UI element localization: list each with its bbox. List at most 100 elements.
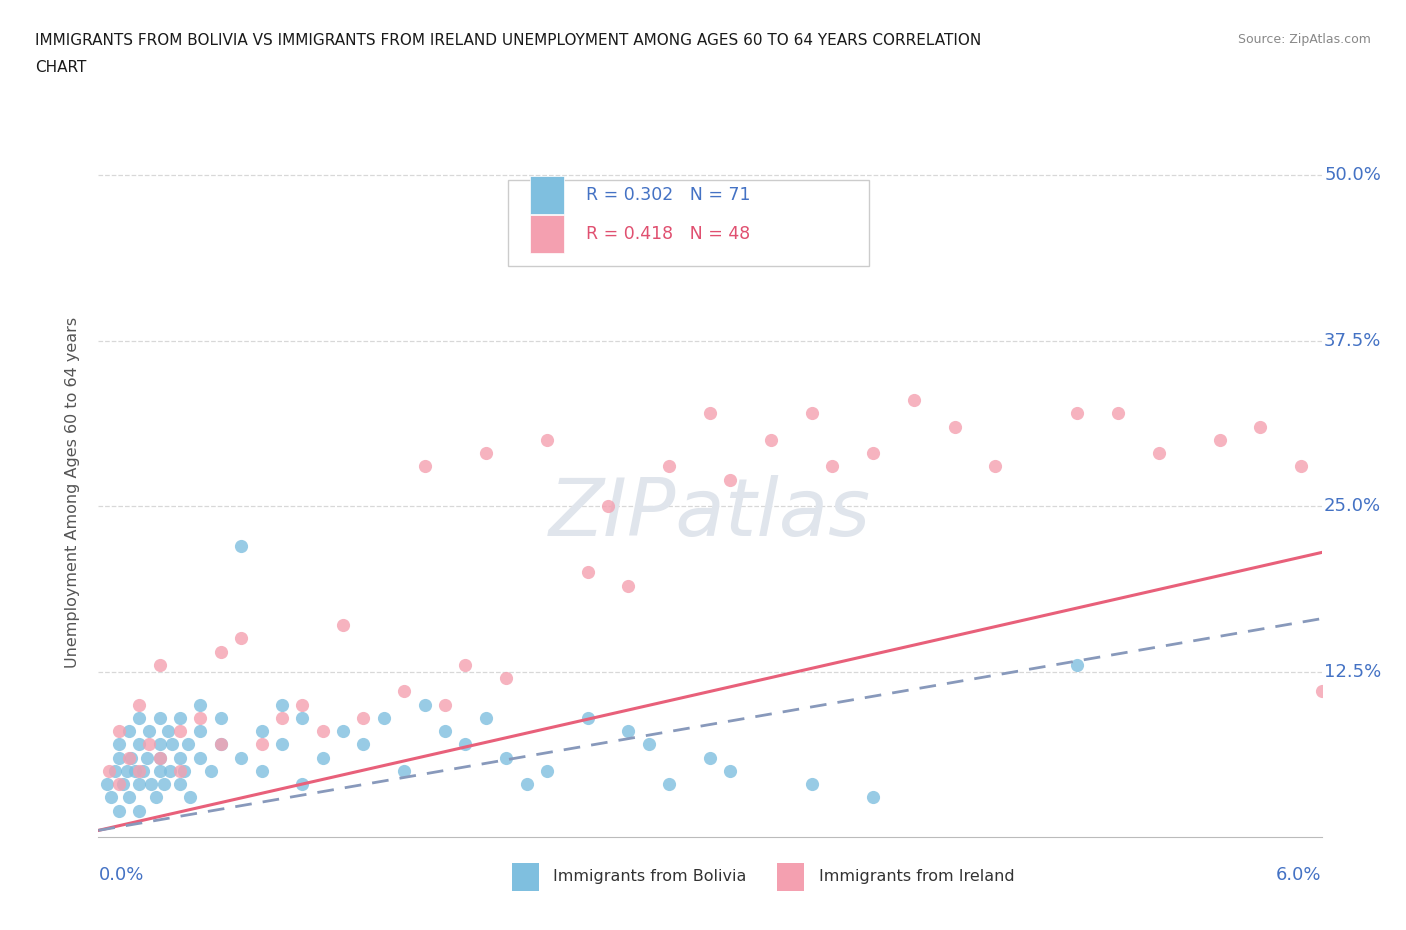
Point xyxy=(100,790,122,804)
Y-axis label: Unemployment Among Ages 60 to 64 years: Unemployment Among Ages 60 to 64 years xyxy=(65,317,80,669)
Point xyxy=(149,658,172,672)
Point xyxy=(1066,406,1088,421)
Point xyxy=(188,751,212,765)
Point xyxy=(149,751,172,765)
Point xyxy=(617,578,640,593)
Point xyxy=(169,724,191,738)
Point xyxy=(141,777,163,791)
Point xyxy=(128,698,150,712)
Text: Source: ZipAtlas.com: Source: ZipAtlas.com xyxy=(1237,33,1371,46)
Text: 25.0%: 25.0% xyxy=(1324,498,1381,515)
Text: Immigrants from Bolivia: Immigrants from Bolivia xyxy=(554,870,747,884)
Point xyxy=(1249,419,1271,434)
Point xyxy=(177,737,200,751)
Point xyxy=(474,711,498,725)
Point xyxy=(270,711,292,725)
Point xyxy=(128,764,150,778)
Point xyxy=(231,538,253,553)
Point xyxy=(413,698,436,712)
Point xyxy=(108,751,131,765)
Point xyxy=(291,698,314,712)
Point xyxy=(104,764,127,778)
Point xyxy=(108,737,131,751)
Point xyxy=(413,459,436,474)
Point xyxy=(373,711,395,725)
Point xyxy=(97,764,120,778)
Point xyxy=(801,406,824,421)
Point xyxy=(291,711,314,725)
Point xyxy=(943,419,966,434)
Point xyxy=(138,724,160,738)
Text: 37.5%: 37.5% xyxy=(1324,332,1382,350)
Point xyxy=(108,777,131,791)
Point xyxy=(311,751,335,765)
Point xyxy=(169,751,191,765)
Point xyxy=(128,804,150,818)
Text: Immigrants from Ireland: Immigrants from Ireland xyxy=(818,870,1015,884)
Point xyxy=(209,737,232,751)
Point xyxy=(658,777,681,791)
Point xyxy=(149,764,172,778)
Bar xyxy=(530,177,564,214)
Text: 12.5%: 12.5% xyxy=(1324,662,1381,681)
Point xyxy=(718,472,742,487)
Point xyxy=(801,777,824,791)
Bar xyxy=(508,179,869,266)
Point xyxy=(598,498,620,513)
Point xyxy=(984,459,1007,474)
Point xyxy=(1107,406,1129,421)
Point xyxy=(903,392,925,407)
Point xyxy=(138,737,160,751)
Point xyxy=(1289,459,1312,474)
Text: 50.0%: 50.0% xyxy=(1324,166,1381,184)
Point xyxy=(111,777,134,791)
Text: IMMIGRANTS FROM BOLIVIA VS IMMIGRANTS FROM IRELAND UNEMPLOYMENT AMONG AGES 60 TO: IMMIGRANTS FROM BOLIVIA VS IMMIGRANTS FR… xyxy=(35,33,981,47)
Text: 0.0%: 0.0% xyxy=(98,866,143,884)
Point xyxy=(1066,658,1088,672)
Point xyxy=(124,764,146,778)
Point xyxy=(291,777,314,791)
Point xyxy=(132,764,155,778)
Point xyxy=(128,777,150,791)
Point xyxy=(250,764,273,778)
Point xyxy=(270,698,292,712)
Point xyxy=(474,445,498,460)
Point xyxy=(118,751,141,765)
Point xyxy=(495,671,517,685)
Point xyxy=(128,737,150,751)
Point xyxy=(231,751,253,765)
Point xyxy=(454,737,477,751)
Point xyxy=(718,764,742,778)
Point xyxy=(536,764,558,778)
Point xyxy=(821,459,844,474)
Point xyxy=(188,724,212,738)
Point xyxy=(169,764,191,778)
Point xyxy=(637,737,661,751)
Point xyxy=(115,764,138,778)
Point xyxy=(200,764,222,778)
Point xyxy=(352,737,374,751)
Point xyxy=(169,711,191,725)
Bar xyxy=(512,863,538,891)
Point xyxy=(209,711,232,725)
Point xyxy=(118,724,141,738)
Point xyxy=(209,644,232,659)
Point xyxy=(495,751,517,765)
Point xyxy=(392,684,416,698)
Point xyxy=(1147,445,1170,460)
Point xyxy=(250,724,273,738)
Point xyxy=(96,777,118,791)
Point xyxy=(433,698,456,712)
Point xyxy=(699,751,721,765)
Point xyxy=(761,247,783,262)
Point xyxy=(209,737,232,751)
Point xyxy=(160,737,183,751)
Point xyxy=(862,445,884,460)
Point xyxy=(118,790,141,804)
Point xyxy=(136,751,159,765)
Point xyxy=(1208,432,1232,447)
Point xyxy=(149,751,172,765)
Point xyxy=(311,724,335,738)
Point xyxy=(250,737,273,751)
Text: ZIPatlas: ZIPatlas xyxy=(548,474,872,552)
